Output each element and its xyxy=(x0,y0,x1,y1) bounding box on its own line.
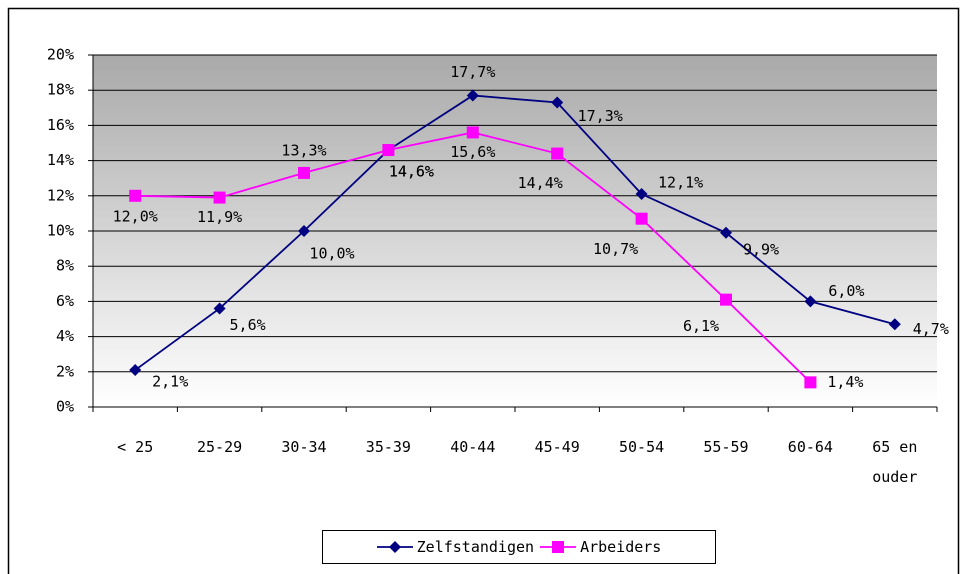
data-label: 5,6% xyxy=(230,316,266,334)
y-tick-label: 18% xyxy=(47,81,74,99)
data-label: 14,4% xyxy=(518,174,563,192)
marker xyxy=(720,226,732,239)
marker xyxy=(466,89,479,102)
legend-label: Zelfstandigen xyxy=(416,538,535,556)
legend-marker xyxy=(552,541,565,553)
y-tick-label: 20% xyxy=(47,46,74,64)
x-tick-label: 65 en ouder xyxy=(872,438,918,486)
data-label: 6,1% xyxy=(683,317,719,335)
marker xyxy=(382,144,395,157)
y-tick-label: 16% xyxy=(47,116,74,134)
marker xyxy=(298,225,310,237)
marker xyxy=(129,189,142,202)
data-label: 13,3% xyxy=(281,141,326,159)
legend-swatch xyxy=(540,541,577,553)
data-label: 11,9% xyxy=(197,208,242,226)
legend-marker xyxy=(388,541,401,553)
data-label: 1,4% xyxy=(827,373,863,391)
legend-swatch xyxy=(376,541,413,553)
x-tick-label: 50-54 xyxy=(619,438,665,456)
x-tick-label: 25-29 xyxy=(197,438,243,456)
data-label: 14,6% xyxy=(389,163,434,181)
data-label: 14,6% xyxy=(389,163,434,181)
marker xyxy=(804,295,817,308)
legend: Zelfstandigen Arbeiders xyxy=(322,530,716,564)
marker xyxy=(298,166,310,179)
marker xyxy=(466,126,479,139)
y-tick-label: 2% xyxy=(56,362,74,380)
y-tick-label: 10% xyxy=(47,222,74,240)
data-label: 17,3% xyxy=(578,107,623,125)
marker xyxy=(551,96,564,109)
data-label: 2,1% xyxy=(152,373,188,391)
legend-item: Arbeiders xyxy=(540,538,661,556)
marker xyxy=(213,191,226,204)
data-label: 15,6% xyxy=(450,143,495,161)
x-tick-label: 55-59 xyxy=(703,438,749,456)
y-tick-label: 6% xyxy=(56,292,74,310)
data-label: 17,7% xyxy=(450,63,495,81)
series-line xyxy=(134,94,896,371)
data-label: 12,1% xyxy=(658,174,703,192)
marker xyxy=(635,212,648,225)
marker xyxy=(551,147,564,160)
x-tick-label: 45-49 xyxy=(534,438,580,456)
x-tick-label: 60-64 xyxy=(787,438,833,456)
data-label: 4,7% xyxy=(913,320,949,338)
y-tick-label: 4% xyxy=(56,327,74,345)
legend-item: Zelfstandigen xyxy=(376,538,535,556)
data-label: 9,9% xyxy=(743,240,779,258)
y-tick-label: 14% xyxy=(47,151,74,169)
x-tick-label: 35-39 xyxy=(365,438,411,456)
frame xyxy=(7,7,960,574)
marker xyxy=(720,293,732,306)
y-tick-label: 8% xyxy=(56,257,74,275)
data-label: 10,0% xyxy=(309,245,354,263)
data-label: 12,0% xyxy=(113,207,158,225)
marker xyxy=(129,364,142,377)
data-label: 6,0% xyxy=(828,282,864,300)
y-tick-label: 12% xyxy=(47,186,74,204)
marker xyxy=(635,188,648,201)
y-tick-label: 0% xyxy=(56,398,74,416)
marker xyxy=(804,376,817,389)
x-tick-label: < 25 xyxy=(117,438,154,456)
legend-label: Arbeiders xyxy=(580,538,662,556)
marker xyxy=(888,318,901,331)
marker xyxy=(213,302,226,315)
x-tick-label: 30-34 xyxy=(281,438,327,456)
data-label: 10,7% xyxy=(593,240,638,258)
x-tick-label: 40-44 xyxy=(450,438,496,456)
